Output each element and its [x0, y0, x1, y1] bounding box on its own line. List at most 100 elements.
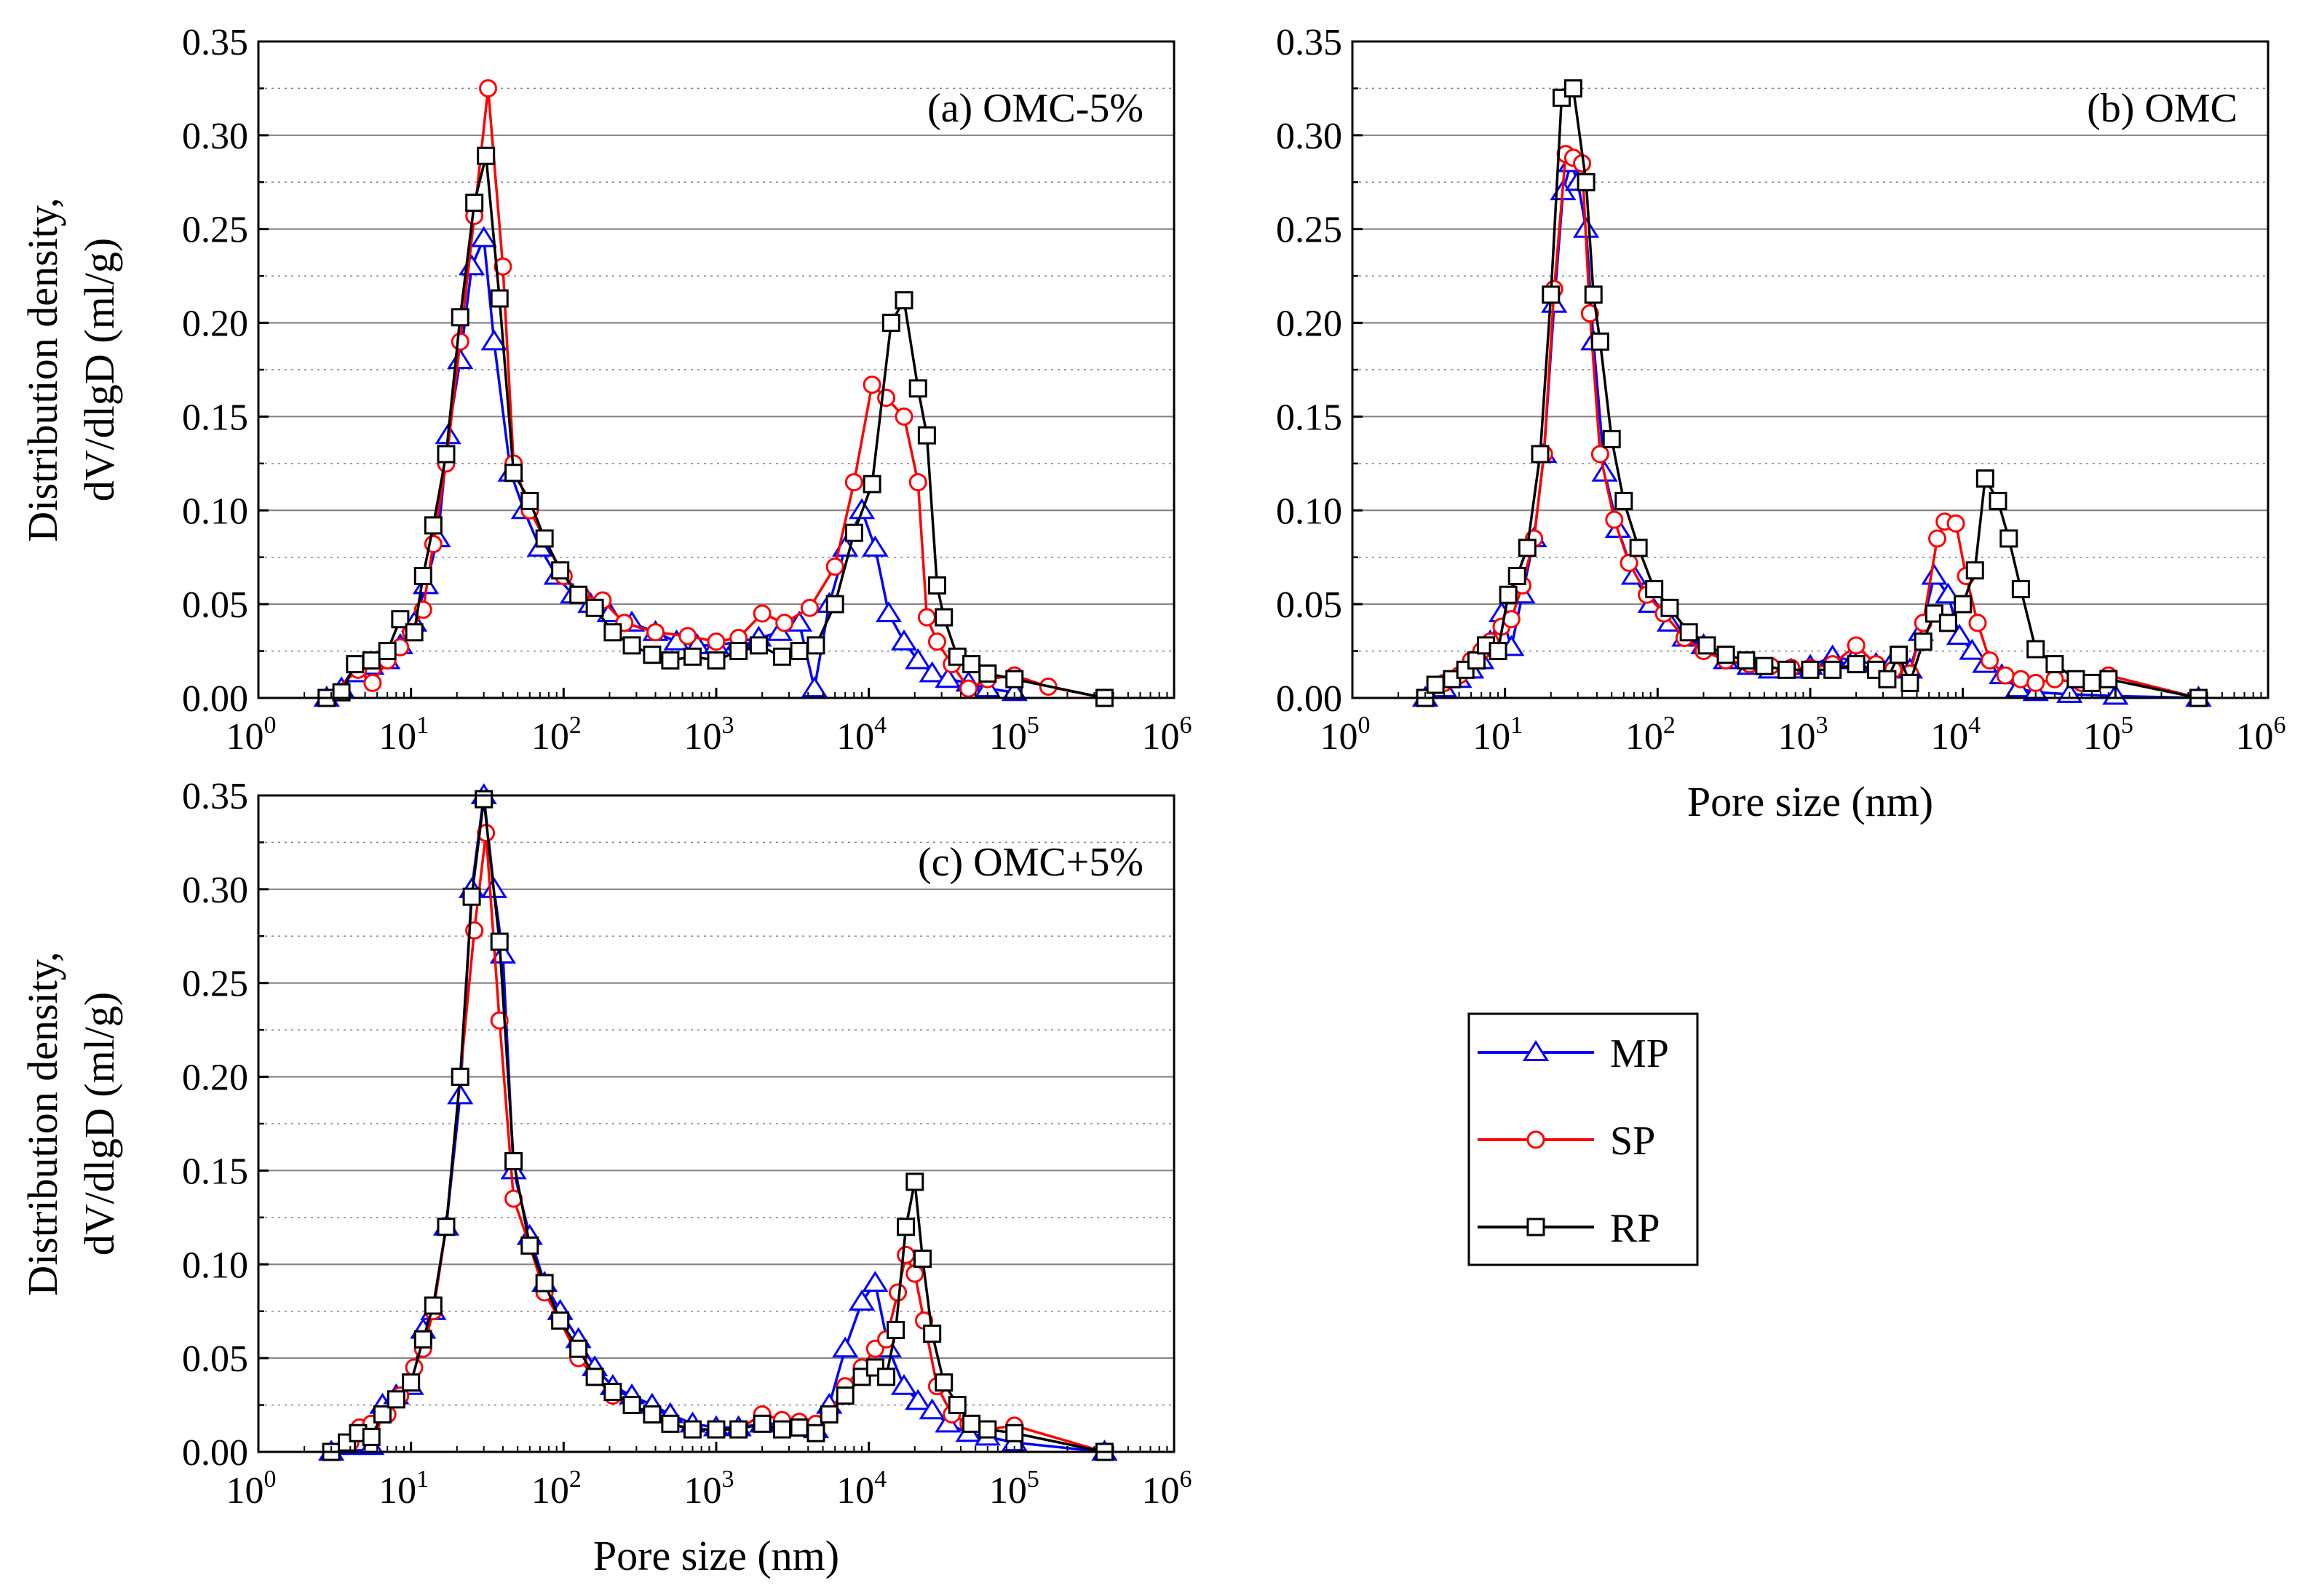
- data-point-rp: [569, 1339, 588, 1358]
- data-point-rp: [707, 651, 726, 670]
- data-point-sp: [1996, 666, 2015, 685]
- x-tick-label: 103: [684, 1466, 734, 1512]
- data-point-rp: [451, 1068, 469, 1087]
- x-tick-label: 103: [684, 712, 734, 758]
- data-point-rp: [332, 683, 351, 702]
- y-tick-label: 0.25: [182, 210, 248, 251]
- data-point-rp: [1629, 539, 1648, 557]
- data-point-rp: [585, 1367, 604, 1386]
- data-point-rp: [978, 664, 997, 683]
- y-axis-title-line2: dV/dlgD (ml/g): [76, 238, 123, 501]
- data-point-rp: [451, 308, 469, 327]
- legend-marker: [1526, 1218, 1545, 1236]
- data-point-sp: [895, 407, 913, 426]
- data-point-rp: [1878, 670, 1897, 688]
- data-point-rp: [1900, 673, 1919, 692]
- markers-mp: [1411, 151, 2212, 707]
- data-point-mp: [832, 1336, 859, 1358]
- data-point-sp: [905, 1264, 924, 1283]
- data-point-rp: [585, 598, 604, 617]
- data-point-sp: [1847, 636, 1866, 655]
- data-point-rp: [772, 647, 791, 666]
- y-tick-label: 0.05: [182, 1338, 248, 1380]
- x-tick-label: 101: [378, 1466, 429, 1512]
- data-point-sp: [1605, 510, 1624, 529]
- data-point-mp: [862, 1271, 889, 1293]
- data-point-sp: [959, 679, 978, 698]
- plot-frame: [1351, 40, 2270, 699]
- data-point-sp: [678, 627, 697, 646]
- y-tick-label: 0.15: [182, 397, 248, 438]
- data-point-rp: [806, 636, 825, 655]
- data-point-rp: [622, 1396, 641, 1415]
- data-point-mp: [801, 676, 828, 698]
- markers-rp: [1416, 79, 2208, 707]
- data-point-rp: [820, 1405, 839, 1424]
- data-point-rp: [535, 1274, 554, 1293]
- data-point-rp: [2082, 673, 2101, 692]
- data-point-rp: [1426, 675, 1445, 694]
- data-point-sp: [1620, 553, 1638, 572]
- data-point-rp: [1005, 1424, 1024, 1442]
- data-point-rp: [836, 1386, 855, 1405]
- data-point-rp: [1716, 646, 1735, 664]
- data-point-rp: [1975, 469, 1994, 488]
- data-point-rp: [1660, 598, 1679, 617]
- data-point-rp: [1847, 655, 1866, 674]
- legend-label: MP: [1610, 1031, 1669, 1076]
- data-point-rp: [413, 566, 432, 585]
- data-point-rp: [643, 1405, 662, 1424]
- data-point-rp: [1801, 660, 1820, 679]
- data-point-rp: [378, 642, 397, 661]
- data-point-rp: [707, 1420, 726, 1439]
- data-point-rp: [1938, 614, 1957, 632]
- x-tick-label: 104: [836, 712, 887, 758]
- data-point-rp: [520, 491, 539, 510]
- x-tick-label: 100: [226, 712, 277, 758]
- data-point-sp: [451, 332, 469, 351]
- data-point-rp: [1924, 604, 1943, 623]
- data-point-mp: [470, 226, 497, 247]
- data-point-rp: [1467, 651, 1486, 670]
- data-point-mp: [848, 1290, 876, 1311]
- data-point-rp: [391, 610, 410, 629]
- data-point-rp: [1965, 561, 1984, 580]
- data-point-rp: [661, 1414, 680, 1433]
- data-point-rp: [887, 1320, 905, 1339]
- series-group-b: [1411, 79, 2212, 707]
- data-point-rp: [881, 314, 900, 333]
- y-tick-label: 0.20: [1276, 303, 1342, 345]
- series-line-sp: [325, 88, 1105, 699]
- data-point-rp: [1914, 632, 1933, 651]
- data-point-rp: [1590, 332, 1609, 351]
- data-point-sp: [844, 473, 863, 492]
- data-point-mp: [919, 661, 946, 683]
- data-point-sp: [1590, 445, 1609, 464]
- grid-b: [1352, 87, 2268, 652]
- data-point-rp: [1531, 445, 1550, 464]
- legend-marker: [1526, 1130, 1545, 1149]
- data-point-rp: [362, 1427, 381, 1446]
- data-point-sp: [775, 614, 794, 632]
- data-point-rp: [772, 1420, 791, 1439]
- data-point-mp: [447, 348, 474, 370]
- data-point-sp: [2045, 670, 2064, 688]
- data-point-sp: [1968, 614, 1987, 632]
- series-line-rp: [1424, 86, 2199, 699]
- markers-sp: [317, 79, 1114, 707]
- data-point-rp: [863, 475, 881, 493]
- x-tick-label: 101: [1472, 712, 1523, 758]
- data-point-rp: [1989, 491, 2007, 510]
- data-point-rp: [1755, 656, 1774, 675]
- data-point-rp: [1489, 642, 1507, 661]
- x-tick-label: 104: [836, 1466, 887, 1512]
- data-point-rp: [1890, 646, 1908, 664]
- data-point-rp: [424, 516, 443, 535]
- data-point-rp: [490, 932, 509, 951]
- data-point-rp: [437, 1218, 456, 1236]
- data-point-rp: [504, 1152, 523, 1171]
- data-point-sp: [1928, 529, 1947, 548]
- legend-item-rp: RP: [1478, 1206, 1660, 1251]
- grid-c: [258, 841, 1174, 1406]
- series-line-rp: [330, 798, 1105, 1453]
